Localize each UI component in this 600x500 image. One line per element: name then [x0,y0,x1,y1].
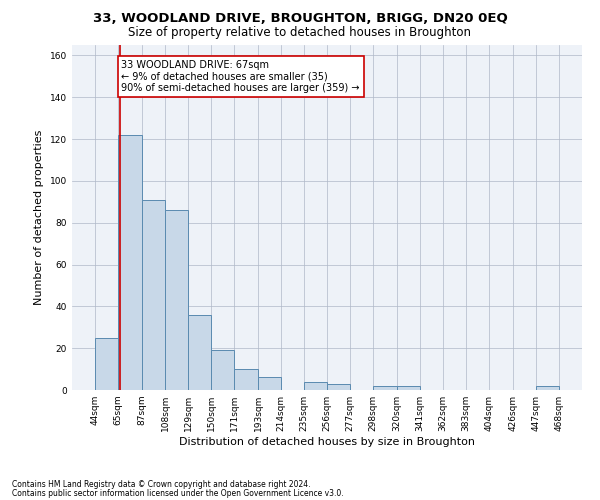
Text: Contains public sector information licensed under the Open Government Licence v3: Contains public sector information licen… [12,489,344,498]
X-axis label: Distribution of detached houses by size in Broughton: Distribution of detached houses by size … [179,437,475,447]
Text: Contains HM Land Registry data © Crown copyright and database right 2024.: Contains HM Land Registry data © Crown c… [12,480,311,489]
Bar [165,210,188,390]
Bar [373,386,397,390]
Y-axis label: Number of detached properties: Number of detached properties [34,130,44,305]
Bar [188,314,211,390]
Bar [397,386,420,390]
Bar [304,382,327,390]
Text: Size of property relative to detached houses in Broughton: Size of property relative to detached ho… [128,26,472,39]
Bar [211,350,234,390]
Text: 33 WOODLAND DRIVE: 67sqm
← 9% of detached houses are smaller (35)
90% of semi-de: 33 WOODLAND DRIVE: 67sqm ← 9% of detache… [121,60,360,93]
Bar [118,135,142,390]
Text: 33, WOODLAND DRIVE, BROUGHTON, BRIGG, DN20 0EQ: 33, WOODLAND DRIVE, BROUGHTON, BRIGG, DN… [92,12,508,26]
Bar [234,369,258,390]
Bar [142,200,165,390]
Bar [536,386,559,390]
Bar [258,378,281,390]
Bar [95,338,118,390]
Bar [327,384,350,390]
